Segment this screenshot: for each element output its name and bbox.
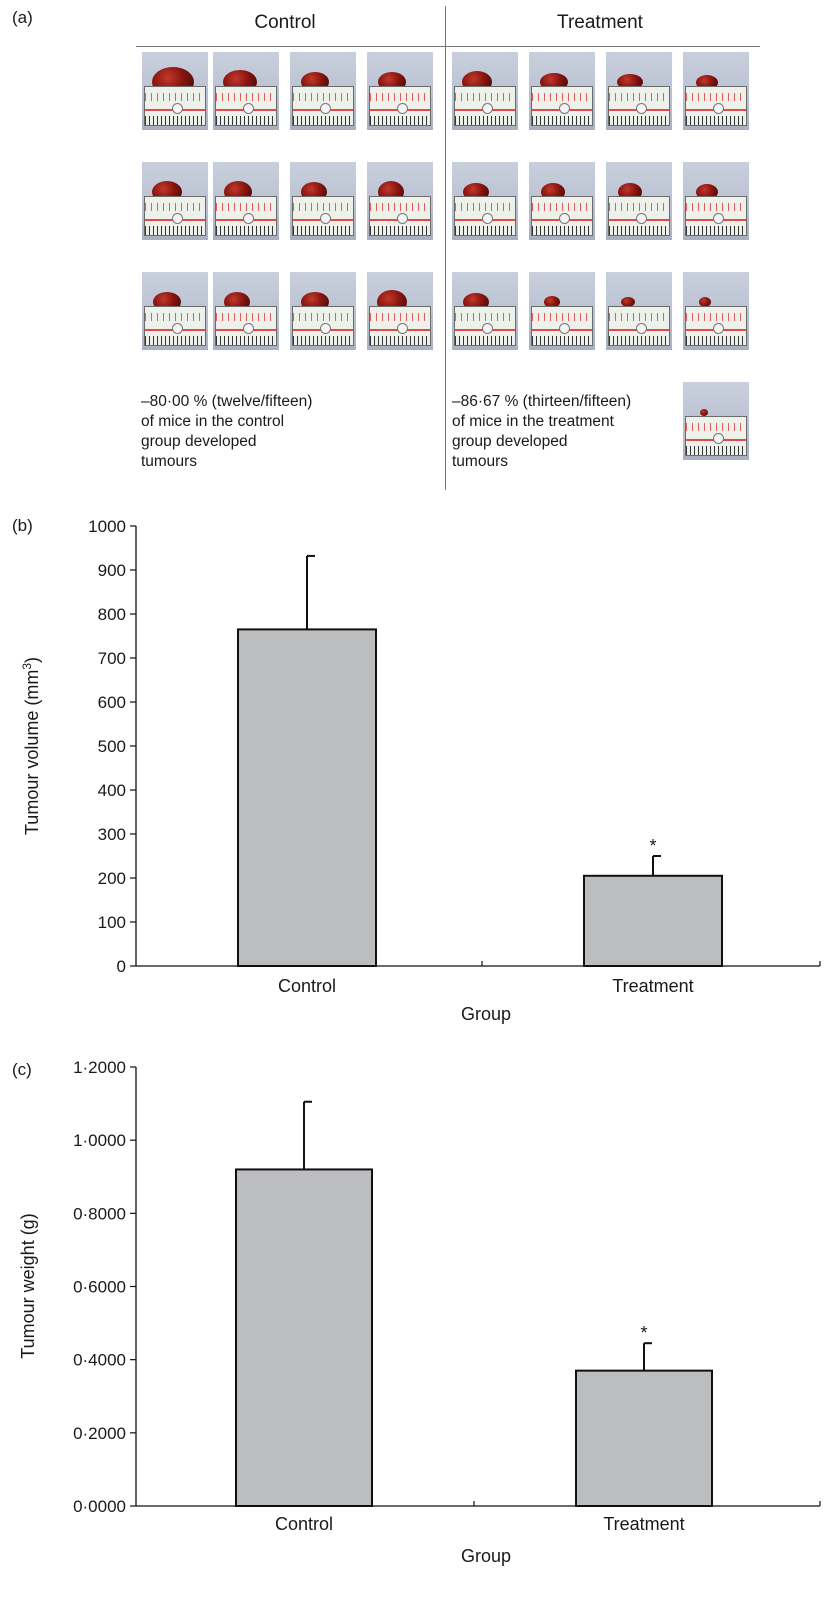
treatment-tumour-photo [606, 162, 672, 240]
y-tick-label: 300 [98, 825, 126, 844]
y-tick-label: 900 [98, 561, 126, 580]
bar-control [237, 628, 377, 968]
control-tumour-photo [290, 162, 356, 240]
treatment-tumour-photo [529, 52, 595, 130]
ruler [292, 306, 354, 346]
ruler [531, 196, 593, 236]
ruler [608, 196, 670, 236]
ruler [144, 196, 206, 236]
header-underline [136, 46, 760, 47]
y-tick-label: 1·2000 [73, 1058, 126, 1077]
bar-treatment [583, 874, 723, 967]
y-tick-label: 0·8000 [73, 1204, 126, 1223]
control-tumour-photo [213, 272, 279, 350]
control-incidence-note: –80·00 % (twelve/fifteen) of mice in the… [141, 393, 313, 470]
ruler [215, 86, 277, 126]
ruler [454, 306, 516, 346]
tumour-specimen [700, 408, 709, 416]
tumour-specimen [699, 297, 711, 307]
ruler [369, 86, 431, 126]
control-tumour-photo [367, 272, 433, 350]
ruler [144, 86, 206, 126]
y-tick-label: 0·0000 [73, 1497, 126, 1516]
y-tick-label: 700 [98, 649, 126, 668]
control-tumour-photo [290, 272, 356, 350]
treatment-tumour-photo [452, 52, 518, 130]
control-tumour-photo [290, 52, 356, 130]
ruler [608, 86, 670, 126]
treatment-tumour-photo [606, 52, 672, 130]
treatment-tumour-photo [452, 162, 518, 240]
y-tick-label: 0 [117, 957, 126, 976]
y-tick-label: 500 [98, 737, 126, 756]
category-label: Control [278, 976, 336, 996]
x-axis-title: Group [461, 1546, 511, 1566]
ruler [454, 86, 516, 126]
ruler [369, 306, 431, 346]
category-label: Treatment [603, 1514, 684, 1534]
tumour-specimen [621, 297, 636, 307]
panel-label-b: (b) [12, 516, 33, 535]
treatment-tumour-photo [683, 272, 749, 350]
ruler [685, 86, 747, 126]
y-axis-title: Tumour volume (mm3) [20, 657, 42, 835]
treatment-tumour-photo [606, 272, 672, 350]
significance-marker: * [649, 836, 656, 856]
bar-control [235, 1168, 373, 1508]
y-tick-label: 0·6000 [73, 1278, 126, 1297]
ruler [292, 196, 354, 236]
y-axis-title: Tumour weight (g) [18, 1213, 38, 1358]
control-tumour-photo [367, 52, 433, 130]
y-tick-label: 0·2000 [73, 1424, 126, 1443]
tumour-specimen [543, 296, 560, 308]
control-tumour-photo [142, 162, 208, 240]
treatment-group-title: Treatment [557, 12, 643, 33]
ruler [454, 196, 516, 236]
treatment-tumour-photo [683, 52, 749, 130]
y-tick-label: 200 [98, 869, 126, 888]
category-label: Treatment [612, 976, 693, 996]
y-tick-label: 1·0000 [73, 1131, 126, 1150]
ruler [608, 306, 670, 346]
ruler [685, 416, 747, 456]
ruler [685, 306, 747, 346]
group-divider [445, 6, 446, 490]
control-tumour-photo [213, 162, 279, 240]
y-tick-label: 600 [98, 693, 126, 712]
treatment-tumour-photo [529, 162, 595, 240]
y-tick-label: 400 [98, 781, 126, 800]
ruler [144, 306, 206, 346]
ruler [531, 86, 593, 126]
tumour-specimen [695, 74, 718, 90]
treatment-tumour-photo [683, 382, 749, 460]
treatment-incidence-note: –86·67 % (thirteen/fifteen) of mice in t… [452, 393, 632, 470]
category-label: Control [275, 1514, 333, 1534]
bar-treatment [575, 1369, 713, 1508]
treatment-tumour-photo [529, 272, 595, 350]
panel-label-a: (a) [12, 8, 33, 27]
ruler [215, 196, 277, 236]
x-axis-title: Group [461, 1004, 511, 1024]
treatment-tumour-photo [452, 272, 518, 350]
y-tick-label: 100 [98, 913, 126, 932]
ruler [215, 306, 277, 346]
ruler [531, 306, 593, 346]
panel-label-c: (c) [12, 1060, 32, 1079]
treatment-tumour-photo [683, 162, 749, 240]
control-tumour-photo [142, 272, 208, 350]
control-tumour-photo [213, 52, 279, 130]
ruler [685, 196, 747, 236]
significance-marker: * [640, 1323, 647, 1343]
y-tick-label: 1000 [88, 517, 126, 536]
control-tumour-photo [367, 162, 433, 240]
y-tick-label: 0·4000 [73, 1351, 126, 1370]
control-tumour-photo [142, 52, 208, 130]
control-group-title: Control [254, 12, 316, 33]
ruler [292, 86, 354, 126]
y-tick-label: 800 [98, 605, 126, 624]
ruler [369, 196, 431, 236]
